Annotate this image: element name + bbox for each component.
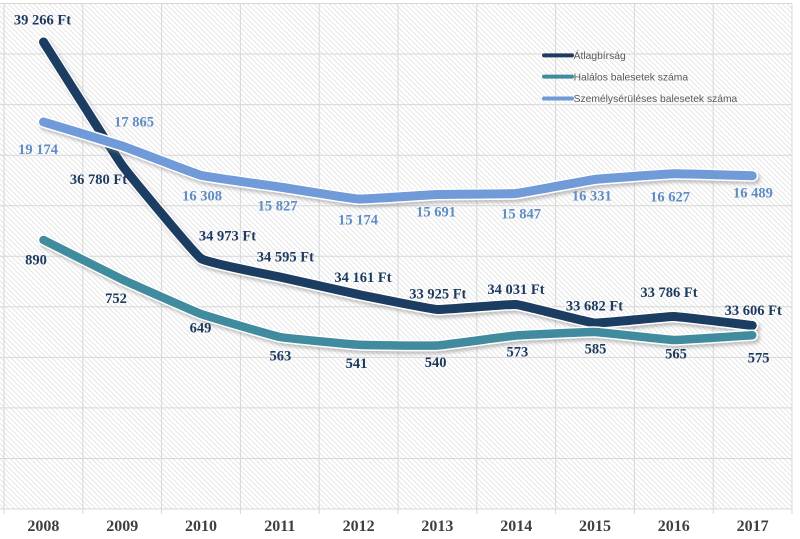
svg-text:19 174: 19 174: [18, 142, 58, 158]
svg-text:Halálos balesetek száma: Halálos balesetek száma: [574, 72, 689, 83]
svg-text:752: 752: [105, 291, 127, 307]
svg-text:34 031 Ft: 34 031 Ft: [487, 282, 544, 298]
svg-text:585: 585: [585, 342, 607, 358]
svg-text:34 161 Ft: 34 161 Ft: [334, 270, 391, 286]
svg-text:15 174: 15 174: [338, 213, 378, 229]
svg-text:15 847: 15 847: [501, 206, 541, 222]
svg-text:Személysérüléses balesetek szá: Személysérüléses balesetek száma: [574, 94, 738, 105]
svg-text:2015: 2015: [579, 518, 611, 535]
svg-text:33 606 Ft: 33 606 Ft: [725, 303, 782, 319]
svg-text:15 691: 15 691: [416, 204, 456, 220]
svg-text:16 331: 16 331: [572, 189, 612, 205]
svg-text:33 925 Ft: 33 925 Ft: [409, 287, 466, 303]
svg-text:36 780 Ft: 36 780 Ft: [70, 172, 127, 188]
svg-text:563: 563: [270, 349, 292, 365]
svg-text:33 682 Ft: 33 682 Ft: [566, 299, 623, 315]
svg-text:2013: 2013: [421, 518, 453, 535]
svg-text:2008: 2008: [27, 518, 59, 535]
svg-text:2010: 2010: [185, 518, 217, 535]
svg-text:17 865: 17 865: [114, 114, 154, 130]
svg-text:565: 565: [665, 347, 687, 363]
svg-text:575: 575: [748, 351, 770, 367]
svg-text:15 827: 15 827: [258, 199, 298, 215]
svg-text:2009: 2009: [106, 518, 138, 535]
svg-text:649: 649: [190, 320, 212, 336]
svg-text:541: 541: [346, 356, 368, 372]
svg-text:2016: 2016: [658, 518, 690, 535]
svg-text:2017: 2017: [737, 518, 769, 535]
svg-text:2011: 2011: [264, 518, 295, 535]
svg-text:33 786 Ft: 33 786 Ft: [640, 285, 697, 301]
svg-text:890: 890: [25, 253, 47, 269]
svg-text:39 266 Ft: 39 266 Ft: [14, 13, 71, 29]
svg-text:16 308: 16 308: [182, 189, 222, 205]
svg-text:34 973 Ft: 34 973 Ft: [199, 229, 256, 245]
svg-text:16 489: 16 489: [733, 186, 773, 202]
svg-text:2012: 2012: [343, 518, 375, 535]
svg-text:2014: 2014: [500, 518, 532, 535]
svg-text:34 595 Ft: 34 595 Ft: [257, 250, 314, 266]
svg-text:Átlagbírság: Átlagbírság: [574, 49, 626, 62]
svg-text:16 627: 16 627: [650, 190, 690, 206]
svg-text:573: 573: [507, 345, 529, 361]
svg-text:540: 540: [425, 355, 447, 371]
